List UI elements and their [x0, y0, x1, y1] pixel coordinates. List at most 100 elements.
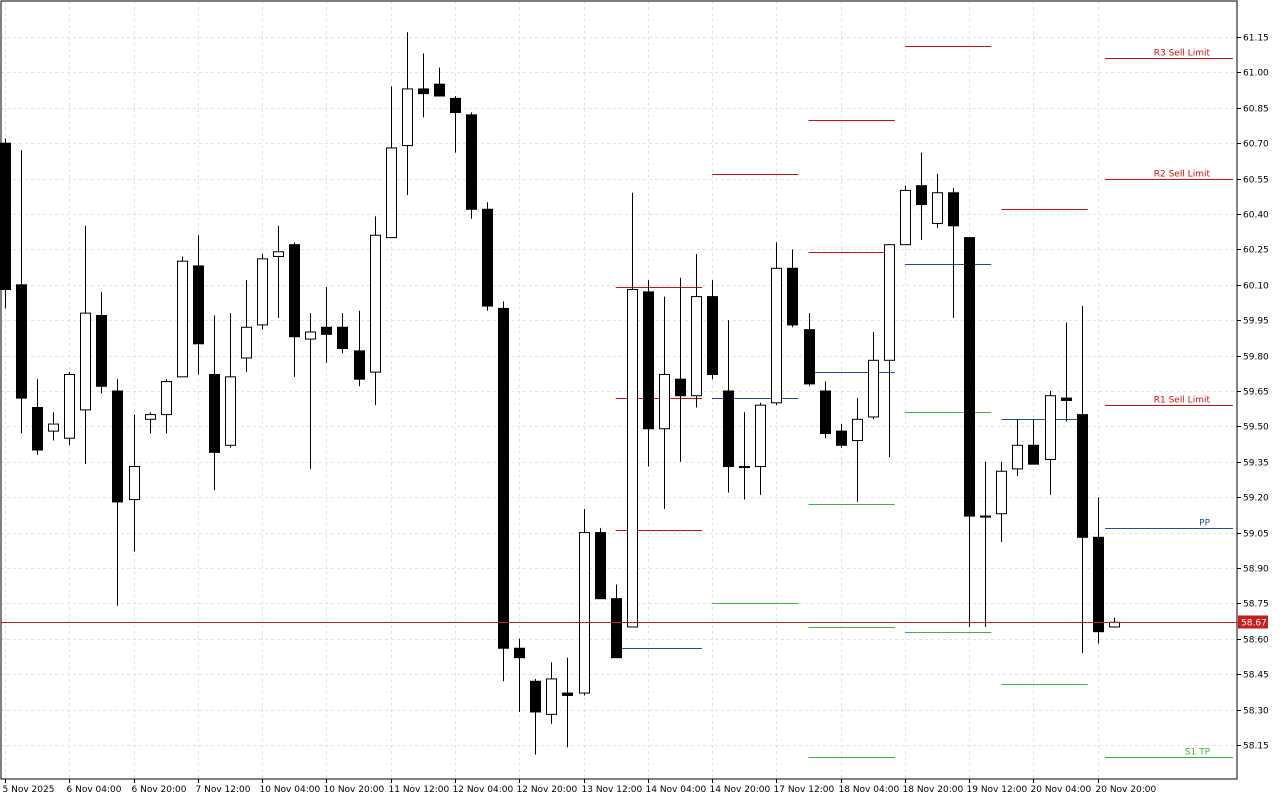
candle	[337, 313, 348, 354]
candle	[177, 256, 188, 378]
candle	[96, 291, 107, 394]
price-tick-label: 59.80	[1243, 353, 1269, 363]
time-tick-label: 6 Nov 04:00	[67, 785, 122, 795]
candle	[402, 32, 413, 196]
candle	[193, 235, 204, 375]
candle	[1061, 322, 1072, 422]
candle-body-bullish	[884, 244, 895, 361]
candle	[257, 254, 268, 330]
candle	[868, 332, 879, 420]
candle-body-bearish	[1093, 536, 1104, 633]
candle	[996, 461, 1007, 543]
candle	[80, 225, 91, 465]
price-tick-label: 60.25	[1243, 246, 1269, 256]
candle	[836, 424, 847, 448]
current-price-value: 58.67	[1241, 619, 1267, 629]
candle	[1093, 497, 1104, 644]
candle	[48, 412, 59, 441]
candle-body-bullish	[225, 376, 236, 446]
candle	[161, 379, 172, 434]
candle	[434, 67, 445, 97]
candle	[787, 249, 798, 328]
candle-body-bearish	[32, 407, 43, 451]
candle-body-bearish	[96, 314, 107, 387]
candle-body-bullish	[579, 532, 590, 694]
candle	[418, 53, 429, 118]
price-tick-label: 58.30	[1243, 707, 1269, 717]
candle-body-bearish	[675, 378, 686, 397]
price-tick-label: 58.90	[1243, 565, 1269, 575]
price-tick-label: 60.70	[1243, 140, 1269, 150]
time-tick-label: 18 Nov 04:00	[839, 785, 900, 795]
candle	[466, 112, 477, 219]
price-tick-label: 60.10	[1243, 282, 1269, 292]
candle-body-bearish	[948, 192, 959, 227]
candle	[611, 584, 622, 659]
time-tick-label: 12 Nov 20:00	[517, 785, 578, 795]
candle-body-bearish	[354, 350, 365, 380]
price-axis[interactable]: 61.15 61.00 60.85 60.70 60.55 60.40 60.25 60.10…	[1237, 34, 1269, 752]
plot-frame	[0, 0, 1238, 780]
candle-body-bearish	[289, 244, 300, 338]
candle-body-bullish	[755, 404, 766, 468]
candle	[546, 662, 557, 724]
candle-body-bearish	[787, 267, 798, 326]
candle	[707, 280, 718, 380]
candle	[820, 381, 831, 439]
price-tick-label: 59.95	[1243, 317, 1269, 327]
time-tick-label: 10 Nov 04:00	[260, 785, 321, 795]
candle-body-bullish	[1045, 395, 1056, 460]
candle	[771, 242, 782, 406]
candle	[32, 379, 43, 455]
candle	[321, 287, 332, 363]
candle-body-bullish	[273, 251, 284, 257]
candle-body-bullish	[868, 359, 879, 418]
time-tick-label: 6 Nov 20:00	[132, 785, 187, 795]
candle	[1028, 419, 1039, 465]
candle-body-bullish	[64, 373, 75, 439]
candle-body-bullish	[370, 234, 381, 373]
pivot-level-label: R1 Sell Limit	[1154, 396, 1211, 406]
candle	[948, 188, 959, 318]
price-tick-label: 60.55	[1243, 176, 1269, 186]
candle	[723, 320, 734, 493]
price-tick-label: 59.35	[1243, 459, 1269, 469]
candle	[450, 96, 461, 153]
candle-body-bearish	[916, 185, 927, 206]
time-tick-label: 14 Nov 20:00	[710, 785, 771, 795]
candle-body-bearish	[209, 373, 220, 453]
candle-body-bearish	[0, 142, 11, 291]
candle-body-bullish	[129, 466, 140, 501]
price-tick-label: 61.15	[1243, 34, 1269, 44]
candle-body-bearish	[723, 390, 734, 468]
price-tick-label: 61.00	[1243, 69, 1269, 79]
candle-body-bullish	[739, 466, 750, 469]
candle-body-bullish	[161, 381, 172, 416]
candle-body-bearish	[193, 265, 204, 345]
price-tick-label: 59.50	[1243, 423, 1269, 433]
candle	[739, 412, 750, 500]
time-axis[interactable]: 5 Nov 2025 6 Nov 04:00 6 Nov 20:00 7 Nov 12…	[3, 779, 1157, 795]
candle-body-bearish	[498, 307, 509, 649]
time-tick-label: 14 Nov 04:00	[646, 785, 707, 795]
candle	[1045, 391, 1056, 495]
candle-body-bearish	[1077, 414, 1088, 538]
candle-body-bullish	[177, 260, 188, 378]
candle	[1012, 419, 1023, 476]
current-price-badge	[1238, 615, 1268, 629]
candle	[755, 402, 766, 495]
candle	[1077, 306, 1088, 653]
candle	[241, 280, 252, 373]
candle-body-bearish	[321, 326, 332, 335]
time-tick-label: 5 Nov 2025	[3, 785, 55, 795]
candle	[64, 372, 75, 446]
candle	[579, 509, 590, 696]
price-tick-label: 59.65	[1243, 388, 1269, 398]
candle-body-bearish	[450, 97, 461, 114]
time-tick-label: 13 Nov 12:00	[582, 785, 643, 795]
candle-body-bearish	[1028, 444, 1039, 465]
candle-body-bullish	[546, 678, 557, 715]
candle-body-bearish	[530, 680, 541, 713]
candle	[16, 150, 27, 434]
